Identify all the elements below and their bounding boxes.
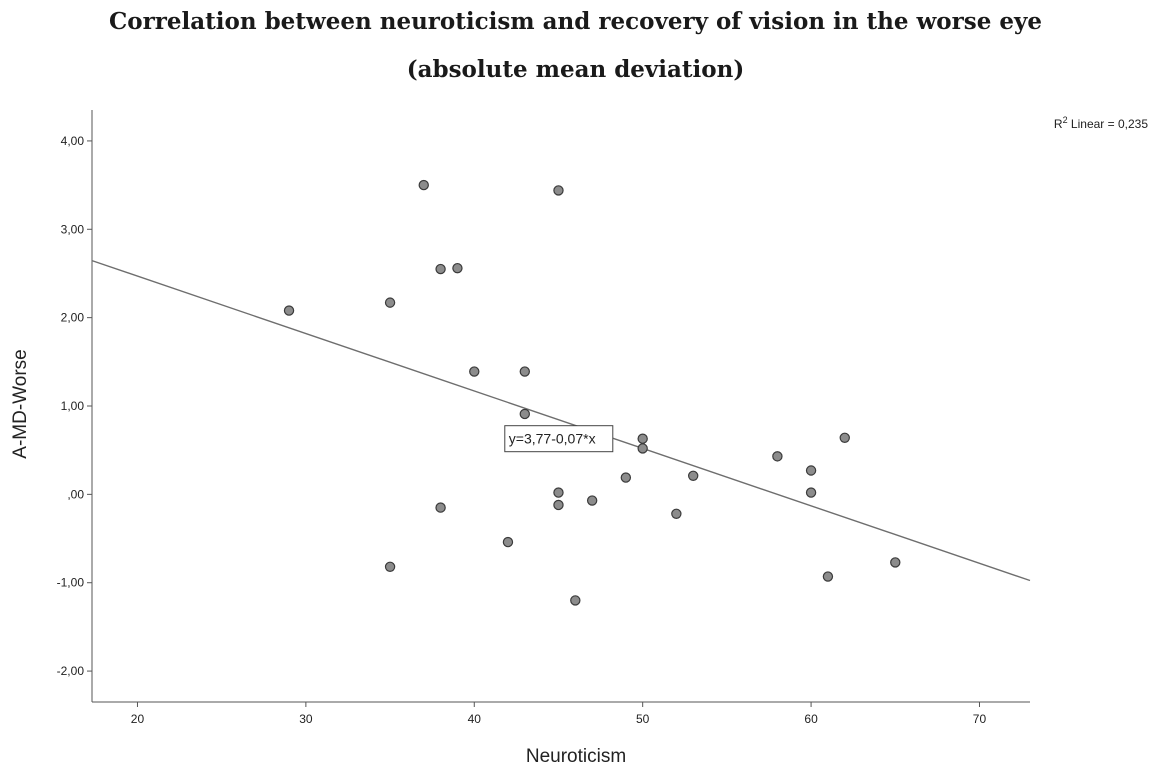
- axes: -2,00 -1,00 ,00 1,00 2,00 3,00 4,00 20 30 40 50 60 7…: [57, 110, 1030, 726]
- data-point: [805, 487, 817, 498]
- data-point: [570, 595, 581, 606]
- data-point: [839, 432, 850, 444]
- data-point: [687, 470, 699, 482]
- x-tick-label: 50: [636, 712, 650, 726]
- data-point: [452, 262, 463, 274]
- data-point: [805, 465, 817, 476]
- x-axis-title: Neuroticism: [526, 746, 626, 767]
- x-tick-label: 30: [299, 712, 313, 726]
- data-point: [553, 185, 564, 196]
- axis-labels: R2 Linear = 0,235 Neuroticism A-MD-Worse: [10, 115, 1148, 767]
- data-point: [637, 433, 648, 444]
- x-tick-label: 70: [973, 712, 987, 726]
- data-point: [384, 297, 396, 308]
- x-tick-label: 60: [804, 712, 818, 726]
- data-point: [890, 557, 901, 568]
- data-point: [384, 561, 396, 573]
- data-point: [671, 508, 682, 519]
- data-point: [822, 571, 834, 582]
- y-tick-label: 3,00: [61, 222, 85, 236]
- data-point: [502, 536, 514, 548]
- data-points: [283, 179, 901, 606]
- data-point: [519, 366, 530, 377]
- y-tick-label: 1,00: [61, 399, 85, 413]
- data-point: [418, 179, 429, 191]
- data-point: [586, 495, 598, 506]
- r2-label: R2 Linear = 0,235: [1054, 115, 1148, 131]
- data-point: [772, 451, 783, 462]
- x-tick-label: 40: [468, 712, 482, 726]
- fit-line: [91, 259, 1031, 582]
- data-point: [283, 305, 295, 316]
- data-point: [435, 502, 446, 513]
- data-point: [435, 263, 446, 275]
- data-point: [553, 499, 564, 511]
- fit-line-group: y=3,77-0,07*x: [91, 259, 1031, 582]
- chart-title-line-2: (absolute mean deviation): [406, 56, 745, 83]
- data-point: [553, 487, 564, 498]
- data-point: [519, 408, 530, 420]
- data-point: [637, 443, 648, 454]
- data-point: [620, 472, 632, 483]
- y-tick-label: 4,00: [61, 134, 85, 148]
- y-tick-label: ,00: [67, 487, 84, 501]
- y-tick-label: -2,00: [57, 664, 85, 678]
- chart-title-line-1: Correlation between neuroticism and reco…: [109, 8, 1042, 35]
- equation-box: [504, 425, 614, 453]
- y-tick-label: -1,00: [57, 576, 85, 590]
- data-point: [469, 366, 480, 377]
- y-tick-label: 2,00: [61, 311, 85, 325]
- y-axis-title: A-MD-Worse: [10, 349, 31, 458]
- x-tick-label: 20: [131, 712, 145, 726]
- equation-label: y=3,77-0,07*x: [509, 431, 596, 447]
